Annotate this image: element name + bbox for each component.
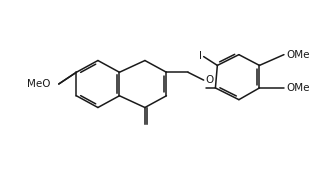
Text: OMe: OMe bbox=[286, 50, 309, 60]
Text: MeO: MeO bbox=[28, 79, 51, 89]
Text: O: O bbox=[206, 75, 214, 85]
Text: OMe: OMe bbox=[286, 83, 309, 93]
Text: I: I bbox=[199, 51, 202, 61]
